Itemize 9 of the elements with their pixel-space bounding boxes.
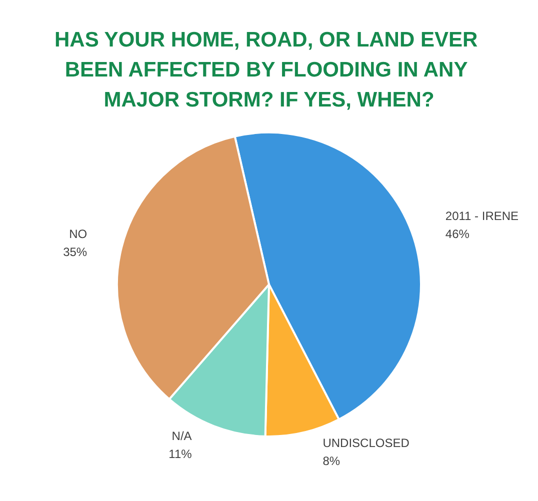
data-label: 8% (322, 454, 340, 468)
slice-label: UNDISCLOSED (322, 436, 410, 450)
chart-title: HAS YOUR HOME, ROAD, OR LAND EVER BEEN AFFECTED BY FLOODING IN ANY MAJOR STORM? IF YES, WHEN? (54, 28, 484, 112)
data-label: 46% (445, 227, 470, 242)
slice-label: NO (69, 226, 88, 241)
slice-label: N/A (172, 428, 192, 443)
slice-label: 2011 - IRENE (445, 209, 519, 224)
data-label: 11% (168, 446, 192, 461)
data-label: 35% (63, 244, 88, 259)
